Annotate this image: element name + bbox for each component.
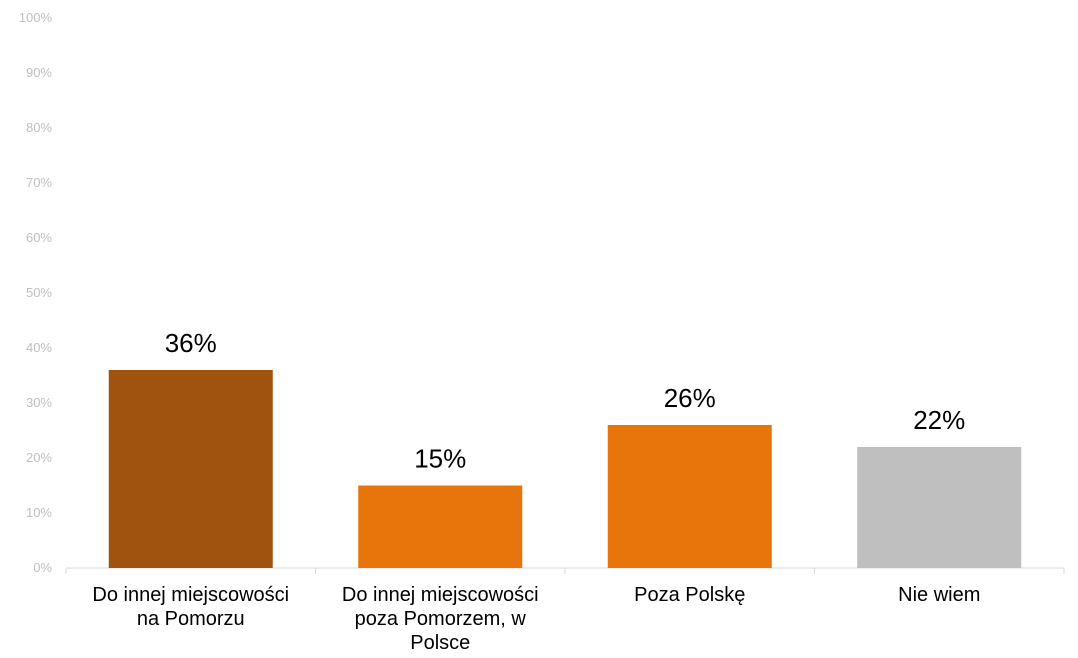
bar xyxy=(108,370,273,568)
bar xyxy=(358,485,523,568)
category-label: Poza Polskę xyxy=(634,584,745,606)
y-tick-label: 60% xyxy=(26,230,52,245)
category-label: Do innej miejscowości xyxy=(342,584,539,606)
y-tick-label: 70% xyxy=(26,175,52,190)
y-tick-label: 30% xyxy=(26,395,52,410)
y-tick-label: 50% xyxy=(26,285,52,300)
data-label: 36% xyxy=(165,328,217,358)
y-tick-label: 10% xyxy=(26,505,52,520)
y-tick-label: 40% xyxy=(26,340,52,355)
y-tick-label: 20% xyxy=(26,450,52,465)
data-label: 26% xyxy=(664,383,716,413)
y-tick-label: 80% xyxy=(26,120,52,135)
bar xyxy=(857,447,1022,568)
data-label: 15% xyxy=(414,444,466,474)
category-label: poza Pomorzem, w xyxy=(355,608,527,630)
category-label: na Pomorzu xyxy=(137,608,245,630)
category-label: Polsce xyxy=(410,632,470,654)
y-tick-label: 100% xyxy=(19,10,53,25)
bar xyxy=(607,425,772,568)
y-tick-label: 90% xyxy=(26,65,52,80)
y-tick-label: 0% xyxy=(33,560,52,575)
category-label: Do innej miejscowości xyxy=(92,584,289,606)
data-label: 22% xyxy=(913,405,965,435)
category-label: Nie wiem xyxy=(898,584,980,606)
